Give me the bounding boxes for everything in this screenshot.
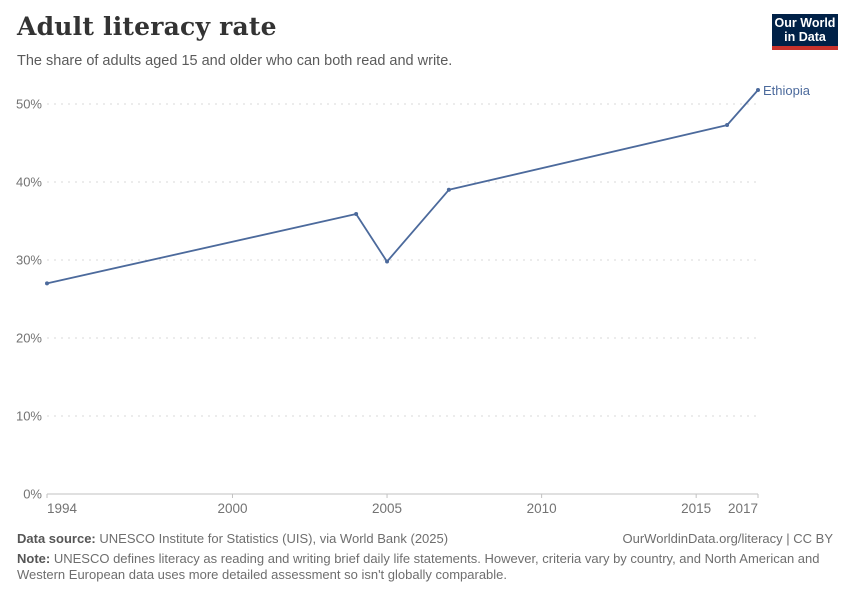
x-axis-tick-label: 2005 [372, 501, 402, 516]
data-source-label: Data source: [17, 531, 96, 546]
y-axis-tick-label: 40% [16, 175, 42, 190]
x-axis-tick-label: 2017 [728, 501, 758, 516]
x-axis-tick-label: 1994 [47, 501, 78, 516]
y-axis-tick-label: 0% [23, 487, 42, 502]
page-subtitle: The share of adults aged 15 and older wh… [17, 53, 453, 69]
data-point-ethiopia-2005 [385, 259, 390, 264]
y-axis-tick-label: 30% [16, 253, 42, 268]
data-source-line: Data source: UNESCO Institute for Statis… [17, 531, 448, 548]
owid-logo-line2: in Data [784, 30, 826, 44]
owid-license-link[interactable]: OurWorldinData.org/literacy | CC BY [622, 531, 833, 546]
data-point-ethiopia-2004 [354, 211, 359, 216]
series-label-ethiopia[interactable]: Ethiopia [763, 82, 810, 98]
x-axis-tick-label: 2000 [217, 501, 247, 516]
owid-logo: Our World in Data [772, 14, 838, 50]
x-axis-tick-label: 2010 [527, 501, 557, 516]
footer-note: Note: UNESCO defines literacy as reading… [17, 551, 833, 584]
x-axis-tick-label: 2015 [681, 501, 711, 516]
owid-logo-line1: Our World [774, 16, 836, 30]
page-title: Adult literacy rate [17, 12, 277, 41]
y-axis-tick-label: 50% [16, 97, 42, 112]
note-text: UNESCO defines literacy as reading and w… [17, 550, 820, 583]
data-source-text: UNESCO Institute for Statistics (UIS), v… [99, 531, 449, 546]
y-axis-tick-label: 10% [16, 409, 42, 424]
note-label: Note: [17, 550, 51, 566]
data-point-ethiopia-2017 [756, 87, 760, 92]
line-chart: 0% 10% 20% 30% 40% 50% 1994 2000 2005 2010 2015 201… [16, 87, 760, 516]
data-point-ethiopia-2016 [725, 123, 730, 128]
chart-footer: Data source: UNESCO Institute for Statis… [17, 531, 833, 584]
data-point-ethiopia-1994 [45, 281, 49, 286]
y-axis-tick-label: 20% [16, 331, 42, 346]
data-point-ethiopia-2007 [446, 187, 451, 192]
data-line-ethiopia [46, 89, 759, 285]
